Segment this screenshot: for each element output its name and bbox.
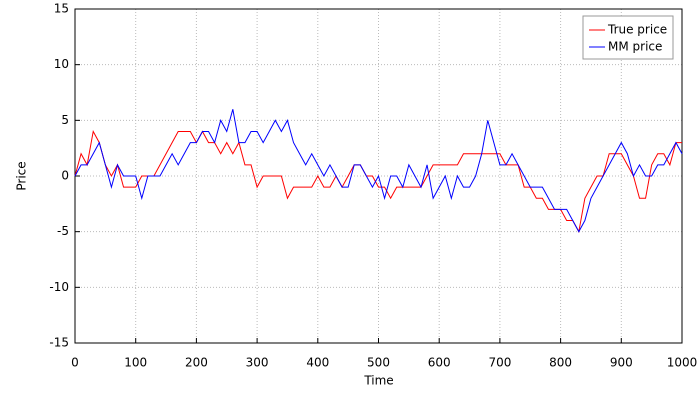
x-tick-label: 100 [124,356,147,370]
y-tick-label: 0 [61,169,69,183]
x-tick-label: 900 [610,356,633,370]
y-axis-label: Price [15,161,29,190]
legend-box [582,15,674,60]
x-tick-label: 800 [549,356,572,370]
x-tick-label: 400 [306,356,329,370]
legend-label: True price [607,23,667,37]
x-tick-label: 200 [185,356,208,370]
series-line [74,109,683,233]
x-axis-label: Time [363,374,393,388]
series-line [74,129,682,234]
x-tick-label: 1000 [667,356,698,370]
legend-label: MM price [608,40,662,54]
y-tick-label: -10 [49,280,69,294]
y-tick-label: 15 [54,2,69,16]
x-tick-label: 0 [71,356,79,370]
x-tick-label: 600 [428,356,451,370]
x-tick-label: 300 [246,356,269,370]
y-tick-label: -5 [57,224,69,238]
y-tick-label: 5 [61,113,69,127]
y-tick-label: 10 [54,57,69,71]
y-tick-label: -15 [49,336,69,350]
x-tick-label: 700 [488,356,511,370]
x-tick-label: 500 [367,356,390,370]
